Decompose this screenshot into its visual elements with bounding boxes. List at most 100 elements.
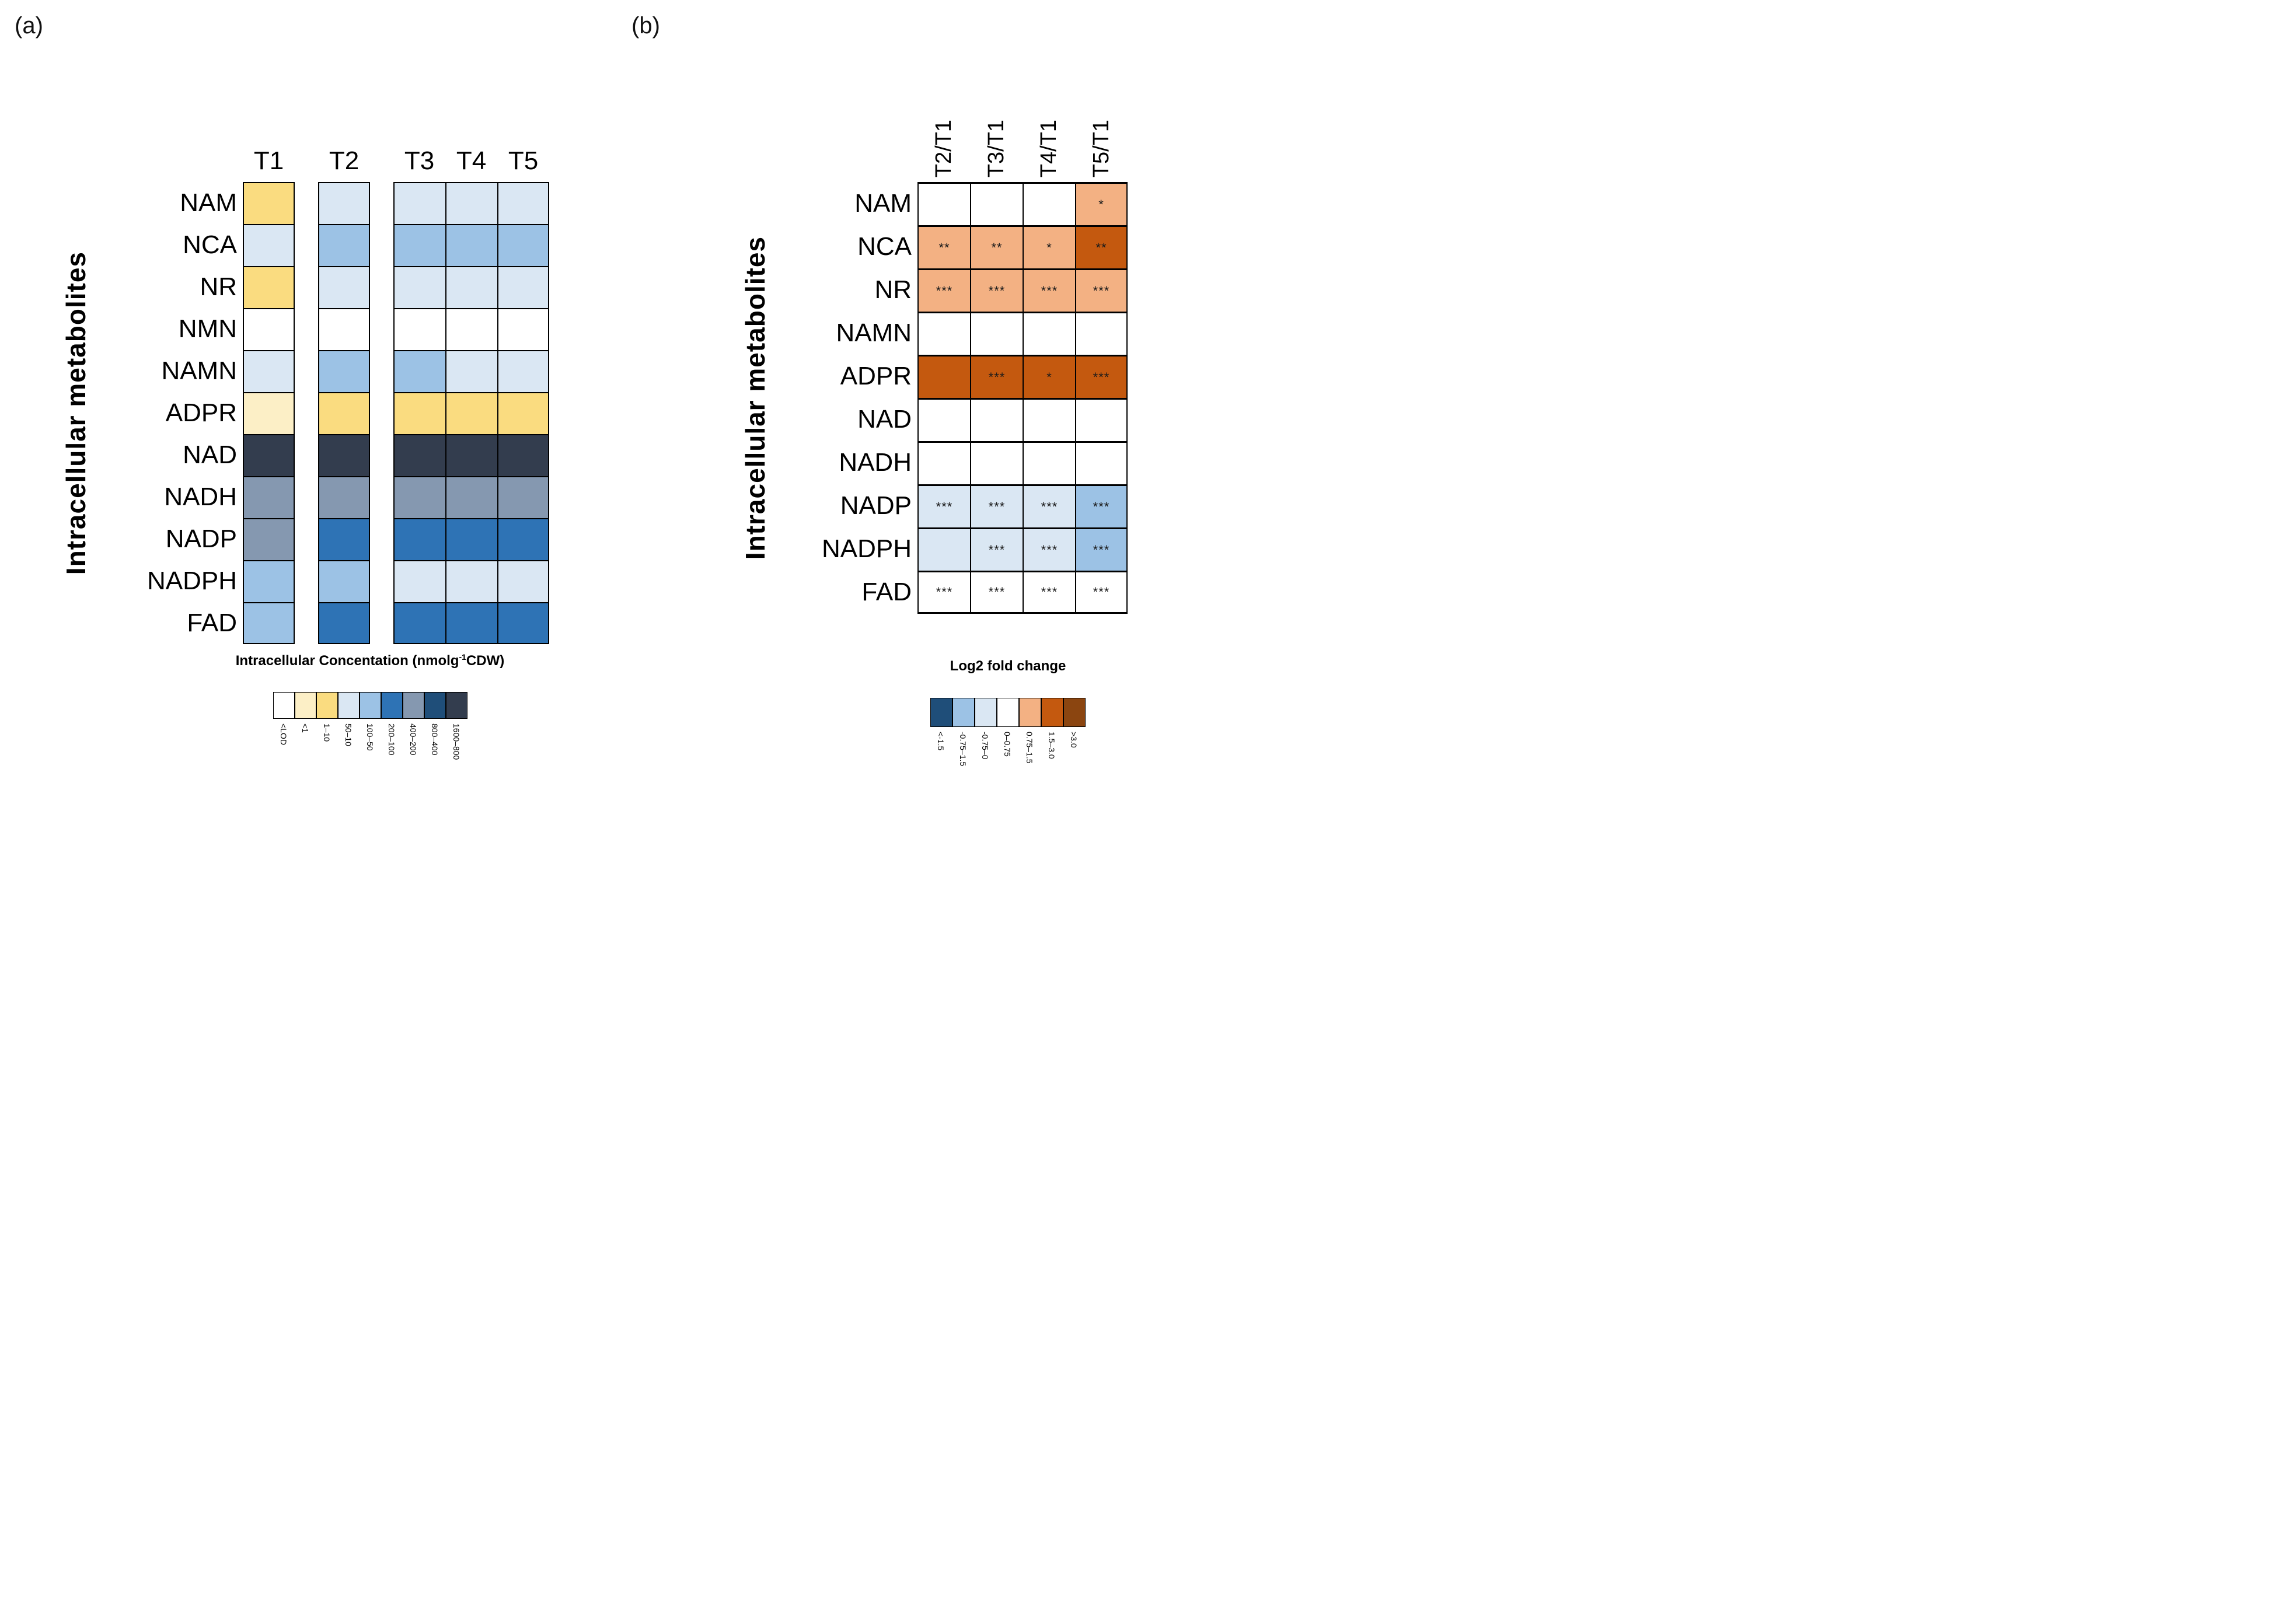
heatmap-cell: [393, 518, 445, 560]
panel-a-row-label: NCA: [183, 230, 237, 259]
heatmap-cell: [243, 308, 295, 350]
heatmap-cell: ***: [1075, 355, 1128, 398]
panel-b-row-label: NADP: [840, 491, 912, 520]
panel-b-column-header: T3/T1: [970, 88, 1023, 177]
panel-a-row-label: NAD: [183, 441, 237, 469]
column-header-text: T2/T1: [931, 119, 956, 177]
heatmap-cell: [445, 476, 497, 518]
heatmap-cell: ***: [970, 484, 1023, 527]
heatmap-cell: [393, 266, 445, 308]
heatmap-cell: [243, 266, 295, 308]
heatmap-cell: [318, 350, 370, 392]
significance-marker: ***: [1041, 499, 1058, 514]
significance-marker: *: [1098, 197, 1104, 212]
heatmap-cell: [497, 308, 549, 350]
heatmap-cell: ***: [1075, 571, 1128, 614]
legend-swatch: [1019, 698, 1041, 727]
panel-b-row-label: NAMN: [836, 319, 912, 347]
heatmap-cell: [917, 527, 970, 571]
heatmap-cell: ***: [917, 484, 970, 527]
significance-marker: ***: [988, 369, 1006, 384]
panel-a-column-header: T3: [404, 146, 435, 175]
heatmap-cell: [318, 602, 370, 644]
column-header-text: T4/T1: [1037, 119, 1061, 177]
heatmap-cell: [445, 182, 497, 224]
heatmap-cell: [318, 224, 370, 266]
panel-a-row-label: NMN: [178, 314, 237, 343]
legend-class-label: 800–400: [430, 723, 439, 756]
heatmap-cell: ***: [1023, 571, 1075, 614]
legend-class-label: -0.75–0: [980, 732, 990, 760]
significance-marker: ***: [936, 585, 953, 599]
heatmap-cell: ***: [970, 527, 1023, 571]
heatmap-cell: [1075, 312, 1128, 355]
panel-b-legend-title: Log2 fold change: [950, 658, 1066, 674]
legend-swatch: [1041, 698, 1063, 727]
heatmap-cell: [497, 266, 549, 308]
heatmap-cell: ***: [1075, 484, 1128, 527]
panel-a-row-label: FAD: [187, 609, 237, 637]
legend-class-label: <-1.5: [936, 732, 945, 751]
heatmap-cell: [917, 312, 970, 355]
significance-marker: ***: [936, 283, 953, 298]
heatmap-cell: [445, 392, 497, 434]
column-header-text: T5/T1: [1089, 119, 1114, 177]
panel-b-row-label: FAD: [861, 578, 912, 606]
heatmap-cell: [243, 476, 295, 518]
heatmap-cell: **: [917, 225, 970, 268]
legend-class-label: 50–10: [344, 723, 353, 746]
heatmap-cell: [445, 224, 497, 266]
heatmap-cell: [497, 224, 549, 266]
heatmap-cell: [445, 266, 497, 308]
legend-swatch: [424, 692, 446, 719]
panel-b-label: (b): [631, 13, 660, 39]
heatmap-cell: ***: [970, 355, 1023, 398]
panel-b-column-header: T5/T1: [1075, 88, 1128, 177]
panel-a-row-label: NADP: [165, 525, 237, 553]
heatmap-cell: [243, 224, 295, 266]
heatmap-cell: [917, 398, 970, 441]
heatmap-cell: ***: [917, 268, 970, 312]
heatmap-cell: [497, 392, 549, 434]
heatmap-cell: [1075, 441, 1128, 484]
heatmap-cell: [318, 476, 370, 518]
panel-a-column-header: T1: [253, 146, 284, 175]
significance-marker: ***: [936, 499, 953, 514]
significance-marker: ***: [988, 542, 1006, 557]
panel-a-row-label: NADPH: [146, 567, 237, 595]
heatmap-cell: [393, 392, 445, 434]
legend-class-label: 0.75–1.5: [1025, 732, 1034, 764]
heatmap-cell: [917, 182, 970, 225]
heatmap-cell: [318, 434, 370, 476]
heatmap-cell: [243, 182, 295, 224]
heatmap-cell: [243, 560, 295, 602]
heatmap-cell: [393, 560, 445, 602]
panel-a-legend-title: Intracellular Concentation (nmolg-1CDW): [235, 652, 505, 669]
panel-b-row-label: ADPR: [840, 362, 912, 390]
heatmap-cell: ***: [1023, 527, 1075, 571]
significance-marker: ***: [1041, 585, 1058, 599]
heatmap-cell: [243, 602, 295, 644]
significance-marker: ***: [1093, 499, 1110, 514]
panel-a-label: (a): [15, 13, 43, 39]
heatmap-cell: [393, 350, 445, 392]
heatmap-cell: [970, 182, 1023, 225]
panel-b-row-label: NR: [874, 275, 912, 304]
panel-a-row-label: NAM: [180, 188, 237, 217]
heatmap-cell: *: [1075, 182, 1128, 225]
significance-marker: *: [1046, 369, 1052, 384]
heatmap-cell: [917, 441, 970, 484]
heatmap-cell: [445, 350, 497, 392]
legend-swatch: [295, 692, 316, 719]
panel-a-row-label: NAMN: [161, 356, 237, 385]
heatmap-cell: [497, 182, 549, 224]
heatmap-cell: *: [1023, 225, 1075, 268]
legend-class-label: 1.5–3.0: [1047, 732, 1056, 759]
heatmap-cell: [970, 312, 1023, 355]
legend-class-label: 0–0.75: [1003, 732, 1012, 757]
panel-b-row-label: NADPH: [821, 534, 912, 563]
heatmap-cell: [393, 476, 445, 518]
heatmap-cell: [393, 182, 445, 224]
heatmap-cell: ***: [1075, 268, 1128, 312]
panel-b-column-header: T2/T1: [917, 88, 970, 177]
